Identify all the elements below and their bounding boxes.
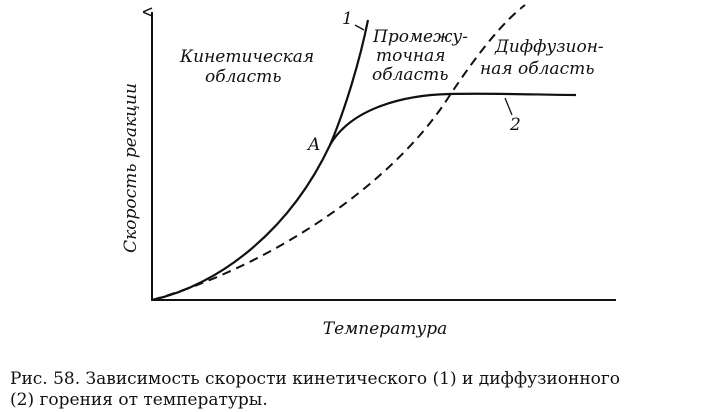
y-axis-label: Скорость реакции: [121, 83, 141, 253]
region-label: ная область: [480, 59, 594, 79]
region-label: область: [372, 65, 448, 85]
caption: Рис. 58. Зависимость скорости кинетическ…: [10, 369, 620, 389]
region-label: область: [205, 67, 281, 87]
curve-kinetic: [151, 19, 370, 302]
region-label: точная: [376, 46, 446, 66]
point-label: A: [306, 135, 320, 155]
curve-dashed: [151, 4, 526, 301]
curve-label: 1: [342, 9, 353, 29]
caption: (2) горения от температуры.: [10, 390, 268, 410]
curve-label: 2: [509, 115, 521, 135]
leader-2: [504, 97, 513, 116]
region-label: Промежу-: [372, 27, 468, 47]
curve-diffusion-plateau: [329, 92, 577, 146]
leader-1: [354, 24, 365, 31]
region-label: Кинетическая: [179, 47, 314, 67]
x-axis-label: Температура: [323, 319, 448, 339]
region-label: Диффузион-: [494, 37, 604, 57]
